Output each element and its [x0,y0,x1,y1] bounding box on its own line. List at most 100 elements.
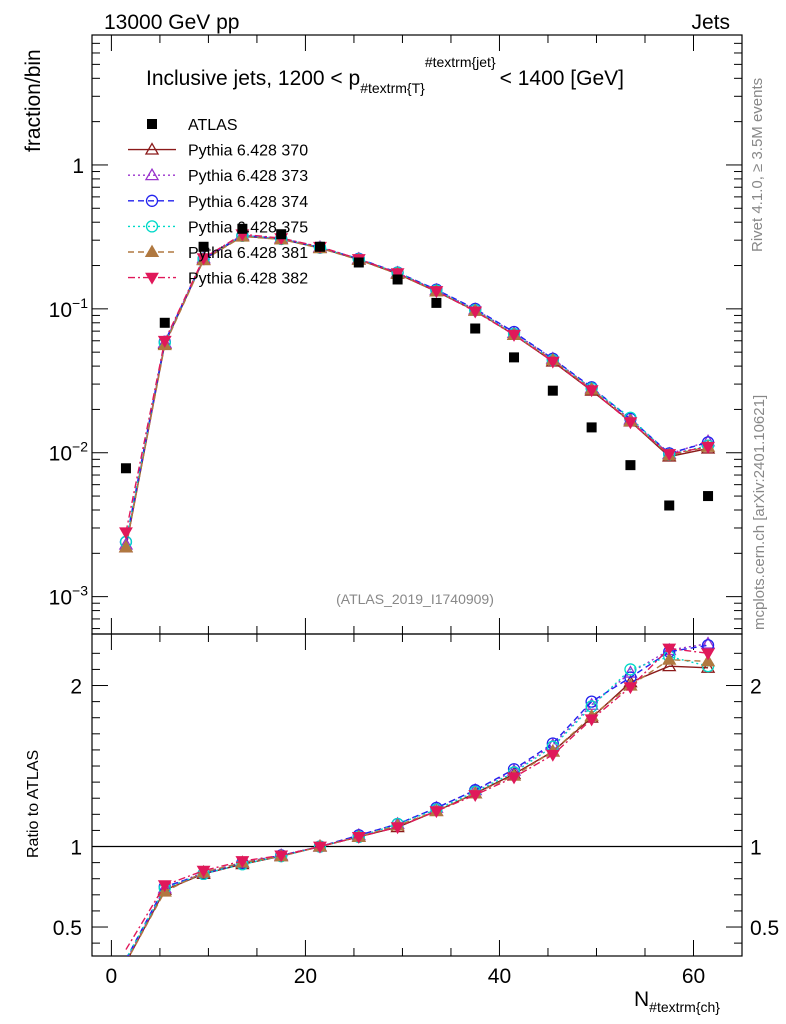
ratio-point [700,636,716,649]
title-post: < 1400 [GeV] [500,67,624,90]
ratio-axis-ticks: 0.5 0.51 12 20 20 40 60 [53,634,779,988]
ratio-series-line [128,665,709,956]
legend-marker [144,167,160,181]
ratio-point [196,865,211,878]
legend-marker [144,142,160,155]
ratio-series-line [126,655,709,956]
ratio-point [351,831,366,844]
main-data-point [118,540,134,553]
atlas-data-point [431,297,442,308]
ratio-y-axis-label: Ratio to ATLAS [25,750,42,858]
rivet-side-label: Rivet 4.1.0, ≥ 3.5M events [749,78,766,252]
main-data-point [584,385,599,398]
legend-marker [145,194,159,207]
ratio-point [390,822,405,835]
main-data-point [119,527,133,540]
main-data-point [545,356,560,369]
atlas-data-point [664,500,675,511]
main-data-point [623,417,638,430]
x-tick-label: 40 [488,965,511,988]
legend-label: Pythia 6.428 375 [188,219,308,236]
title-pre: Inclusive jets, 1200 < p [146,67,360,90]
legend: ATLAS Pythia 6.428 370 Pythia 6.428 373 Pyt… [128,117,308,288]
atlas-data-point [314,241,325,252]
main-y-tick-label: 10−3 [49,583,89,610]
ratio-point [700,654,716,667]
atlas-data-point [120,463,131,474]
ratio-point [157,880,172,893]
legend-label: Pythia 6.428 373 [188,168,308,185]
main-data-point [390,268,405,281]
title-sub: #textrm{T} [360,80,425,96]
ratio-point [585,695,598,708]
main-axis-ticks: 1 10−1 10−2 10−3 [49,34,742,634]
ratio-plot-frame [91,633,743,957]
ratio-point [429,806,444,819]
legend-label: Pythia 6.428 382 [188,271,308,288]
ratio-point [662,643,677,656]
ratio-series-lines [125,636,716,956]
main-data-point [157,335,172,348]
atlas-data-point [625,460,636,471]
atlas-data-point [237,223,248,234]
ratio-point [468,790,483,803]
legend-label: ATLAS [188,117,238,134]
ratio-point [507,772,521,785]
ratio-point [235,856,250,869]
legend-label: Pythia 6.428 370 [188,143,308,160]
atlas-data-point [547,385,558,396]
main-series-line [125,235,709,548]
main-series-line [125,233,709,533]
title-sup: #textrm{jet} [425,54,496,70]
atlas-data-point [353,257,364,268]
ratio-series-line [125,647,709,950]
ratio-y-tick-label-right: 2 [750,676,762,699]
ratio-point [624,663,637,676]
ratio-y-tick-label: 0.5 [53,917,82,940]
atlas-data-point [470,323,481,334]
main-data-point [662,449,677,462]
legend-marker [147,119,157,129]
x-tick-label: 60 [682,965,705,988]
main-data-point [701,441,715,454]
ratio-y-tick-label: 2 [70,676,82,699]
atlas-data-point [159,317,170,328]
ratio-point [662,652,677,665]
ratio-point [313,841,327,854]
ratio-series-line [126,644,709,956]
atlas-data-point [509,352,520,363]
ratio-y-tick-label: 1 [70,837,82,860]
category-label: Jets [691,11,730,34]
main-y-tick-label: 10−2 [49,439,89,466]
legend-marker [144,244,160,258]
x-tick-label: 0 [106,965,118,988]
atlas-data-point [392,274,403,285]
mcplots-side-label: mcplots.cern.ch [arXiv:2401.10621] [751,395,768,630]
analysis-tag: (ATLAS_2019_I1740909) [336,591,494,607]
main-y-tick-label: 10−1 [49,295,89,322]
main-data-point [196,253,211,266]
main-series-line [125,235,709,543]
atlas-data-point [276,229,287,240]
main-series [118,223,716,553]
x-axis-label: N#textrm{ch} [634,988,720,1015]
main-y-tick-label: 1 [72,155,84,178]
atlas-data-point [703,491,714,502]
ratio-y-tick-label-right: 1 [750,837,762,860]
legend-label: Pythia 6.428 374 [188,194,308,211]
ratio-point [545,749,560,762]
energy-label: 13000 GeV pp [104,11,239,34]
legend-marker [145,220,159,233]
x-label-sub: #textrm{ch} [649,999,720,1015]
ratio-point [623,682,638,695]
ratio-point [584,714,599,727]
main-data-point [468,306,483,319]
main-data-point [429,286,444,299]
ratio-y-tick-label-right: 0.5 [750,917,779,940]
ratio-point [662,658,677,672]
main-data-point [507,329,521,342]
ratio-point [274,850,289,863]
x-label-main: N [634,988,649,1011]
legend-label: Pythia 6.428 381 [188,245,308,262]
